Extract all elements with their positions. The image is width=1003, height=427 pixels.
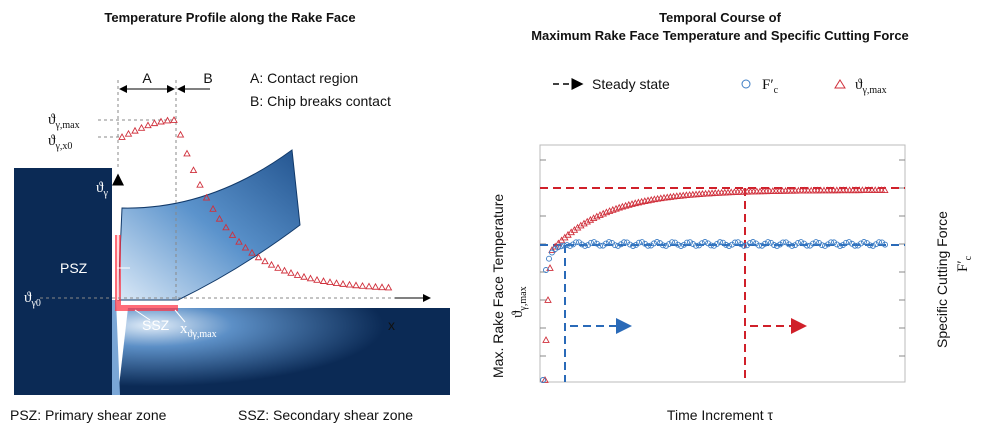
legend-text: B: Chip breaks contact	[250, 93, 391, 109]
triangle-marker	[295, 272, 301, 277]
plot-frame	[540, 145, 905, 382]
triangle-marker	[158, 119, 164, 124]
zone-label: SSZ	[142, 317, 170, 333]
triangle-marker	[262, 258, 268, 263]
triangle-marker	[178, 132, 184, 137]
circle-marker	[547, 256, 552, 261]
triangle-marker	[347, 282, 353, 287]
triangle-marker	[308, 275, 314, 280]
chip	[118, 150, 300, 300]
triangle-marker	[288, 270, 294, 275]
triangle-marker	[327, 279, 333, 284]
triangle-marker	[366, 283, 372, 288]
triangle-marker	[340, 281, 346, 286]
triangle-marker	[373, 284, 379, 289]
triangle-marker	[543, 337, 549, 342]
triangle-marker	[197, 182, 203, 187]
triangle-marker	[139, 125, 145, 130]
triangle-marker	[152, 120, 158, 125]
circle-marker	[655, 240, 660, 245]
legend-text: A: Contact region	[250, 70, 358, 86]
triangle-marker	[132, 128, 138, 133]
triangle-marker	[575, 225, 581, 230]
y-axis-label: ϑγ,max	[510, 286, 529, 318]
triangle-marker	[282, 268, 288, 273]
tool-edge	[112, 300, 120, 395]
title: Temporal Course of	[659, 10, 782, 25]
legend-marker	[742, 80, 750, 88]
triangle-marker	[386, 285, 392, 290]
symbol: ϑγ,x0	[48, 133, 72, 152]
region-label: A	[142, 70, 152, 86]
zone-label: PSZ	[60, 260, 88, 276]
ticks	[540, 160, 905, 356]
triangle-marker	[353, 282, 359, 287]
triangle-marker	[360, 283, 366, 288]
triangle-marker	[314, 277, 320, 282]
triangle-marker	[301, 274, 307, 279]
triangle-marker	[191, 167, 197, 172]
symbol: ϑγ,max	[48, 112, 80, 131]
triangle-marker	[334, 280, 340, 285]
tool	[14, 168, 112, 395]
circle-marker	[703, 240, 708, 245]
triangle-marker	[275, 265, 281, 270]
y2-axis-label: F′c	[955, 255, 974, 272]
circle-marker	[862, 240, 867, 245]
right-panel: Temporal Course of Maximum Rake Face Tem…	[490, 10, 974, 423]
triangle-marker	[126, 131, 132, 136]
circle-marker	[592, 240, 597, 245]
y-axis-label: Max. Rake Face Temperature	[490, 194, 506, 378]
triangle-marker	[119, 134, 125, 139]
circle-marker	[607, 240, 612, 245]
circle-marker	[751, 240, 756, 245]
figure: Temperature Profile along the Rake Face …	[0, 0, 1003, 427]
title: Temperature Profile along the Rake Face	[104, 10, 355, 25]
triangle-marker	[184, 151, 190, 156]
x-axis-label: Time Increment τ	[667, 407, 774, 423]
left-panel: Temperature Profile along the Rake Face …	[10, 10, 450, 423]
y2-axis-label: Specific Cutting Force	[934, 211, 950, 348]
circle-marker	[679, 243, 684, 248]
region-label: B	[203, 70, 212, 86]
footnote: PSZ: Primary shear zone	[10, 407, 167, 423]
curves	[541, 187, 888, 382]
footnote: SSZ: Secondary shear zone	[238, 407, 413, 423]
triangle-marker	[269, 262, 275, 267]
triangle-marker	[547, 265, 553, 270]
triangle-marker	[379, 284, 385, 289]
legend-marker	[835, 80, 845, 88]
legend-text: ϑγ,max	[855, 77, 887, 96]
triangle-marker	[145, 122, 151, 127]
legend-text: F′c	[762, 77, 779, 96]
title: Maximum Rake Face Temperature and Specif…	[531, 28, 909, 43]
axis-label: x	[388, 317, 395, 333]
legend-text: Steady state	[592, 76, 670, 92]
triangle-marker	[321, 278, 327, 283]
circle-marker	[799, 240, 804, 245]
